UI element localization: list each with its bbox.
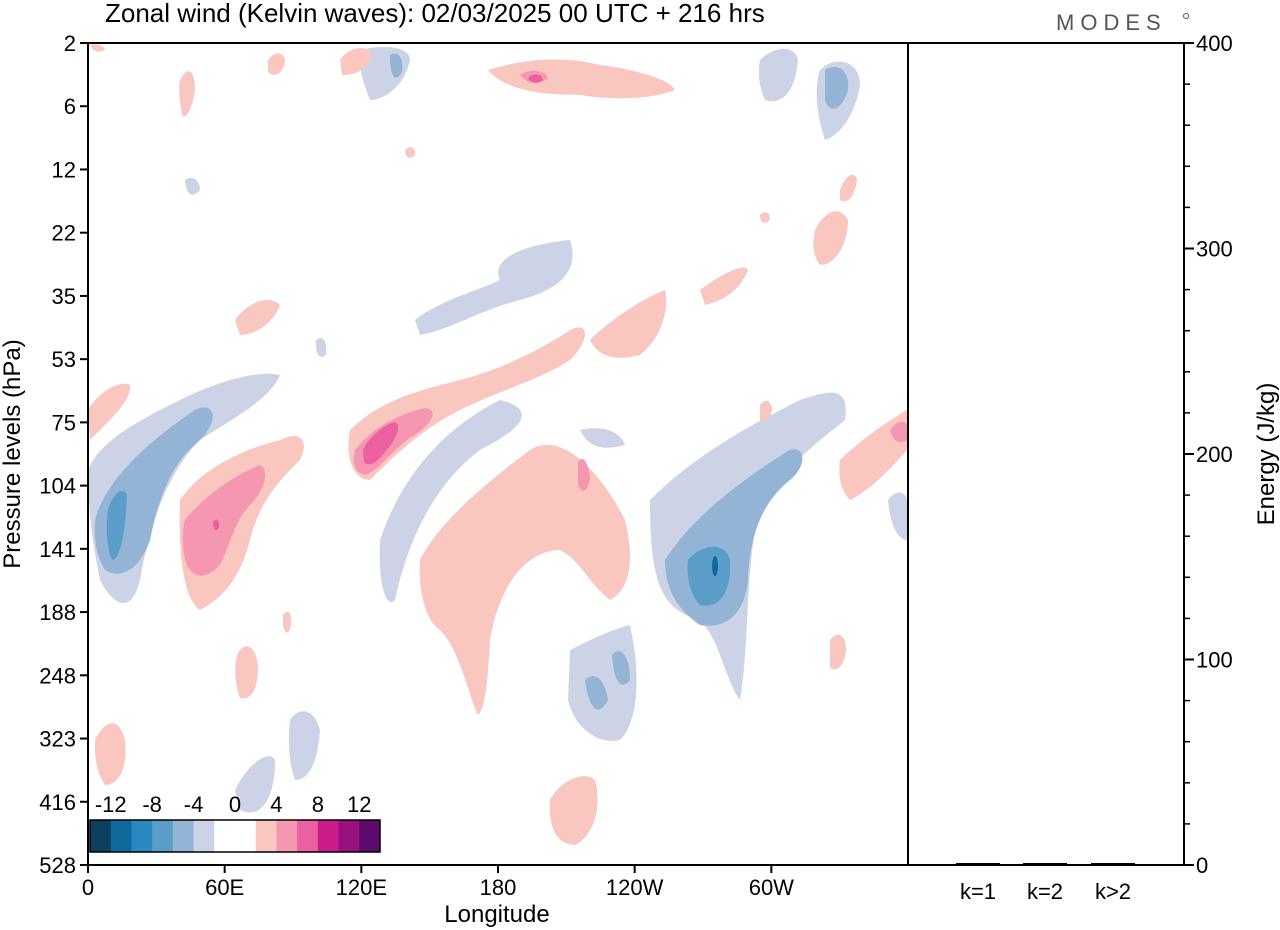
energy-tick-label: 400 bbox=[1196, 31, 1233, 56]
x-tick-label: 180 bbox=[480, 875, 517, 900]
y-tick-label: 75 bbox=[52, 410, 76, 435]
colorbar-swatch bbox=[152, 820, 174, 852]
colorbar-swatch bbox=[235, 820, 257, 852]
energy-bars: k=1 k=2 k>2 bbox=[956, 863, 1135, 904]
colorbar-swatch bbox=[172, 820, 195, 852]
colorbar-swatch bbox=[90, 820, 112, 852]
energy-tick-label: 200 bbox=[1196, 442, 1233, 467]
x-tick-label: 60E bbox=[205, 875, 244, 900]
energy-category-label: k=1 bbox=[960, 879, 996, 904]
contour-field bbox=[88, 44, 907, 845]
x-tick-label: 120E bbox=[336, 875, 387, 900]
x-axis-label: Longitude bbox=[444, 901, 549, 928]
chart-title: Zonal wind (Kelvin waves): 02/03/2025 00… bbox=[105, 0, 765, 28]
colorbar-swatch bbox=[297, 820, 319, 852]
colorbar-tick-label: 0 bbox=[229, 792, 241, 817]
colorbar-tick-label: -4 bbox=[184, 792, 204, 817]
colorbar-swatch bbox=[255, 820, 277, 852]
x-tick-label: 120W bbox=[606, 875, 664, 900]
y-axis-ticks: 2 6 12 22 35 53 75 104 141 188 248 323 416 528 bbox=[39, 31, 88, 878]
colorbar-tick-label: -12 bbox=[95, 792, 127, 817]
y-tick-label: 2 bbox=[64, 31, 76, 56]
energy-tick-label: 100 bbox=[1196, 648, 1233, 673]
colorbar-swatch bbox=[131, 820, 153, 852]
colorbar-swatch bbox=[193, 820, 215, 852]
colorbar-tick-label: 4 bbox=[270, 792, 282, 817]
y-tick-label: 6 bbox=[64, 94, 76, 119]
y-tick-label: 323 bbox=[39, 727, 76, 752]
energy-category-label: k=2 bbox=[1027, 879, 1063, 904]
energy-bar bbox=[1023, 863, 1067, 865]
colorbar-swatch bbox=[338, 820, 360, 852]
energy-bar bbox=[1091, 863, 1135, 865]
energy-category-label: k>2 bbox=[1095, 879, 1131, 904]
colorbar: -12 -8 -4 0 4 8 12 bbox=[89, 792, 381, 853]
colorbar-frame bbox=[89, 819, 381, 853]
colorbar-swatch bbox=[110, 820, 132, 852]
colorbar-tick-label: 8 bbox=[312, 792, 324, 817]
y-tick-label: 141 bbox=[39, 537, 76, 562]
x-tick-label: 60W bbox=[749, 875, 794, 900]
y-tick-label: 104 bbox=[39, 474, 76, 499]
energy-tick-label: 300 bbox=[1196, 237, 1233, 262]
x-tick-label: 0 bbox=[82, 875, 94, 900]
brand-logo: MODES bbox=[1056, 10, 1167, 35]
energy-bar bbox=[956, 863, 1000, 865]
energy-axis-label: Energy (J/kg) bbox=[1253, 383, 1280, 526]
y-tick-label: 188 bbox=[39, 600, 76, 625]
y-tick-label: 35 bbox=[52, 284, 76, 309]
y-tick-label: 53 bbox=[52, 347, 76, 372]
colorbar-swatch bbox=[317, 820, 340, 852]
x-axis-ticks: 0 60E 120E 180 120W 60W bbox=[82, 865, 794, 900]
y-tick-label: 528 bbox=[39, 853, 76, 878]
y-tick-label: 248 bbox=[39, 663, 76, 688]
y-tick-label: 22 bbox=[52, 221, 76, 246]
colorbar-swatch bbox=[214, 820, 236, 852]
y-tick-label: 12 bbox=[52, 157, 76, 182]
energy-axis-ticks: 0 100 200 300 400 bbox=[1184, 31, 1233, 878]
colorbar-swatch bbox=[359, 820, 381, 852]
y-tick-label: 416 bbox=[39, 790, 76, 815]
y-axis-label: Pressure levels (hPa) bbox=[0, 339, 26, 568]
colorbar-tick-label: -8 bbox=[142, 792, 162, 817]
colorbar-swatch bbox=[276, 820, 298, 852]
energy-tick-label: 0 bbox=[1196, 853, 1208, 878]
registered-mark bbox=[1183, 13, 1189, 19]
colorbar-tick-label: 12 bbox=[347, 792, 371, 817]
